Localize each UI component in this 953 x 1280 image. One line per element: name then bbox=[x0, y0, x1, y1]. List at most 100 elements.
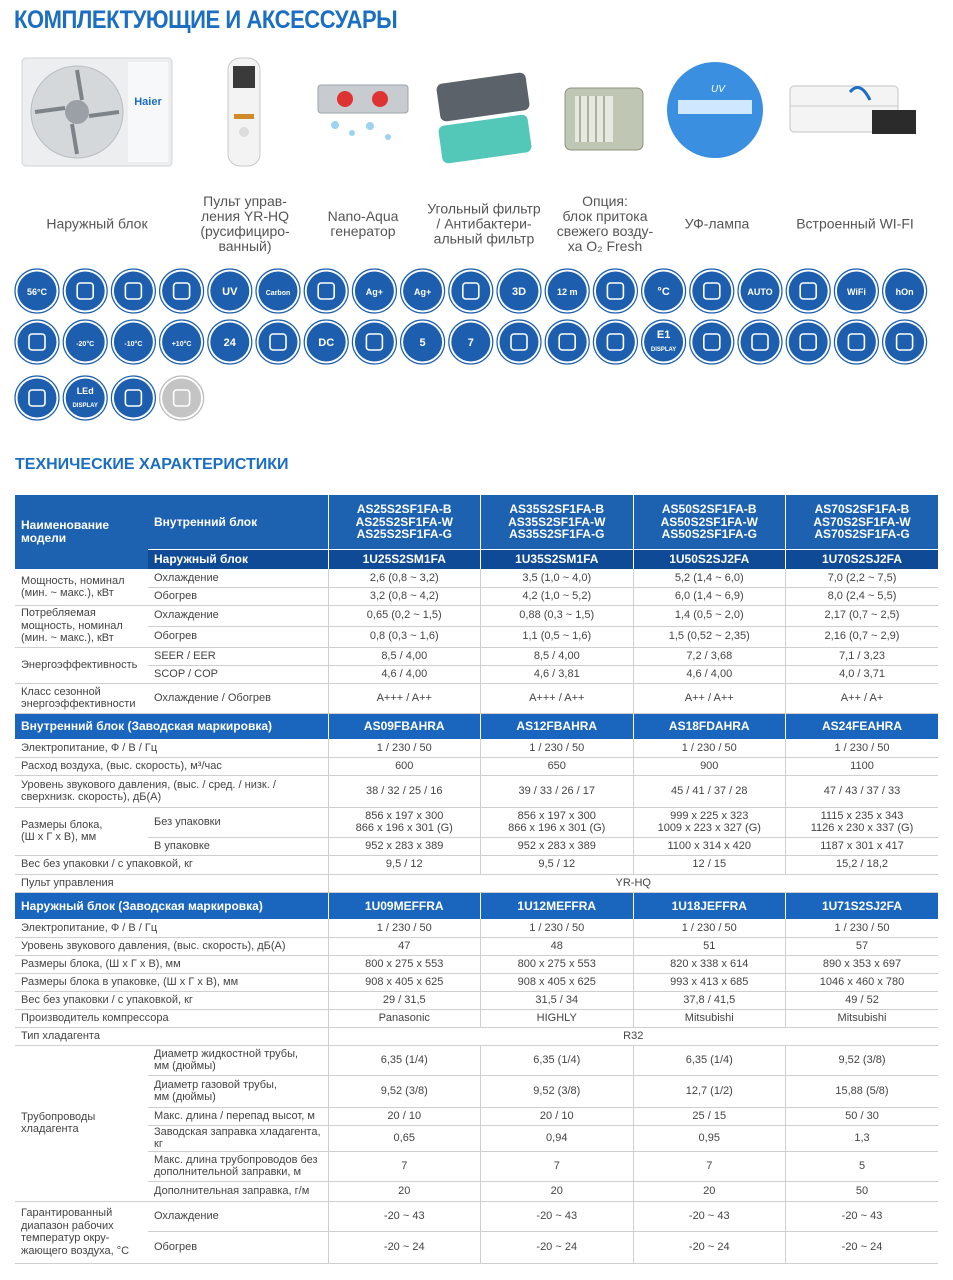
icon-text: Carbon bbox=[266, 290, 291, 297]
feature-icon: 24 bbox=[207, 319, 253, 365]
feature-icon: UV bbox=[207, 268, 253, 314]
table-cell: R32 bbox=[327, 1027, 938, 1046]
accessory-label: Пульт управ- ления YR-HQ (русифициро- ва… bbox=[200, 193, 290, 254]
table-row: Наружный блок 1U25S2SM1FA 1U35S2SM1FA 1U50S… bbox=[15, 549, 938, 569]
table-cell: Размеры блока в упаковке, (Ш х Г х В), м… bbox=[15, 973, 328, 992]
feature-icon bbox=[592, 268, 639, 314]
table-cell: Наружный блок bbox=[148, 549, 328, 569]
feature-icon: DC bbox=[303, 319, 349, 365]
feature-icon bbox=[62, 268, 108, 314]
table-cell: AS12FBAHRA bbox=[480, 713, 633, 739]
table-row: Энергоэффективность SEER / EER 8,5 / 4,00 8… bbox=[15, 647, 938, 684]
feature-icon bbox=[881, 319, 928, 365]
table-cell: Уровень звукового давления, (выс. / сред… bbox=[15, 775, 328, 808]
table-cell: Тип хладагента bbox=[15, 1027, 328, 1046]
table-cell: 20 bbox=[327, 1181, 481, 1202]
table-cell: 5,2 (1,4 ~ 6,0) bbox=[632, 569, 786, 588]
table-cell: 1U35S2SM1FA bbox=[480, 549, 633, 569]
table-cell: -20 ~ 24 bbox=[632, 1231, 786, 1264]
uv-text: UV bbox=[711, 84, 726, 95]
table-cell: -20 ~ 24 bbox=[327, 1231, 481, 1264]
table-row: В упаковке 952 x 283 x 389 952 x 283 x 389… bbox=[15, 837, 938, 856]
table-cell: 952 x 283 x 389 bbox=[327, 837, 481, 856]
table-cell: Мощность, номинал (мин. ~ макс.), кВт bbox=[15, 569, 148, 606]
icon-text: 56°C bbox=[27, 287, 48, 297]
table-row: Дополнительная заправка, г/м 20 20 20 50 bbox=[15, 1181, 938, 1202]
table-cell: 2,6 (0,8 ~ 3,2) bbox=[327, 569, 481, 588]
uv-lamp-image: UV bbox=[667, 62, 763, 158]
table-cell: AS50S2SF1FA-B AS50S2SF1FA-W AS50S2SF1FA-… bbox=[632, 495, 786, 550]
table-cell: 890 x 353 x 697 bbox=[785, 955, 938, 974]
feature-icon bbox=[785, 268, 831, 314]
table-cell: YR-HQ bbox=[327, 874, 938, 893]
table-cell: 12,7 (1/2) bbox=[632, 1075, 786, 1108]
table-cell: 1U18JEFFRA bbox=[632, 892, 786, 919]
table-cell: 1U12MEFFRA bbox=[480, 892, 633, 919]
icon-disc bbox=[595, 322, 635, 362]
fresh-air-image bbox=[564, 87, 644, 151]
table-cell: Размеры блока, (Ш х Г х В), мм bbox=[15, 807, 148, 856]
table-cell: 1100 x 314 x 420 bbox=[632, 837, 786, 856]
icon-disc bbox=[210, 271, 250, 311]
table-cell: 900 bbox=[632, 757, 786, 776]
table-row: Гарантированный диапазон рабочих темпера… bbox=[15, 1201, 938, 1264]
table-cell: 0,65 (0,2 ~ 1,5) bbox=[327, 605, 481, 627]
feature-icon: LEd DISPLAY bbox=[62, 375, 108, 421]
wifi-module-image bbox=[789, 85, 916, 134]
table-cell: 1U25S2SM1FA bbox=[327, 549, 481, 569]
table-cell: 1 / 230 / 50 bbox=[480, 919, 633, 938]
feature-icon: E1 DISPLAY bbox=[640, 319, 687, 365]
table-cell: Гарантированный диапазон рабочих темпера… bbox=[15, 1201, 148, 1264]
icon-text: hOn bbox=[896, 287, 914, 297]
table-cell: Наименование модели bbox=[15, 495, 148, 570]
icon-disc bbox=[740, 322, 780, 362]
table-row: Размеры блока, (Ш х Г х В), мм Без упаков… bbox=[15, 807, 938, 856]
table-cell: 4,6 / 4,00 bbox=[632, 665, 786, 684]
table-cell: Производитель компрессора bbox=[15, 1009, 328, 1028]
table-cell: 1,3 bbox=[785, 1125, 938, 1152]
table-cell: Класс сезонной энергоэффективности bbox=[15, 683, 148, 714]
table-cell: 856 x 197 x 300 866 x 196 x 301 (G) bbox=[480, 807, 633, 838]
icon-disc bbox=[162, 271, 202, 311]
feature-icon bbox=[351, 319, 397, 365]
icon-text: DC bbox=[318, 337, 334, 349]
table-cell: 800 x 275 x 553 bbox=[327, 955, 481, 974]
table-cell: 45 / 41 / 37 / 28 bbox=[632, 775, 786, 808]
table-cell: Пульт управления bbox=[15, 874, 328, 893]
table-cell: Макс. длина / перепад высот, м bbox=[148, 1107, 328, 1126]
table-cell: 9,52 (3/8) bbox=[480, 1075, 633, 1108]
icon-disc bbox=[210, 322, 250, 362]
icon-glyph bbox=[751, 333, 769, 351]
table-cell: 6,35 (1/4) bbox=[327, 1045, 481, 1076]
table-cell: Потребляемая мощность, номинал (мин. ~ м… bbox=[15, 605, 148, 648]
table-cell: 7,1 / 3,23 bbox=[785, 647, 938, 666]
spec-table: Наименование модели Внутренний блок AS25S2… bbox=[15, 495, 938, 1264]
icon-text: -10°C bbox=[124, 340, 142, 348]
table-cell: 1046 x 460 x 780 bbox=[785, 973, 938, 992]
table-cell: Электропитание, Ф / В / Гц bbox=[15, 919, 328, 938]
table-row: Размеры блока в упаковке, (Ш х Г х В), м… bbox=[15, 973, 938, 992]
table-row: Потребляемая мощность, номинал (мин. ~ м… bbox=[15, 605, 938, 648]
table-cell: 1 / 230 / 50 bbox=[785, 919, 938, 938]
accessory-label: Встроенный WI-FI bbox=[796, 215, 914, 232]
table-cell: 3,2 (0,8 ~ 4,2) bbox=[327, 587, 481, 606]
table-cell: 50 bbox=[785, 1181, 938, 1202]
icon-disc bbox=[113, 322, 153, 362]
accessory-label: УФ-лампа bbox=[684, 215, 750, 232]
icon-disc bbox=[499, 271, 539, 311]
brand-text: Haier bbox=[134, 96, 162, 108]
icon-disc bbox=[451, 322, 491, 362]
table-cell: 1187 x 301 x 417 bbox=[785, 837, 938, 856]
icon-text: AUTO bbox=[747, 287, 772, 297]
feature-icons: 56°C UV Carbon Ag+ Ag+ 3D 12 m °C AUTO WiFi hOn -20… bbox=[14, 268, 928, 421]
table-cell: 4,6 / 3,81 bbox=[480, 665, 633, 684]
accessory-images: Haier UV bbox=[21, 57, 916, 167]
table-cell: В упаковке bbox=[148, 837, 328, 856]
icon-disc bbox=[306, 322, 346, 362]
table-cell: Электропитание, Ф / В / Гц bbox=[15, 739, 328, 758]
table-row: Внутренний блок (Заводская маркировка) AS… bbox=[15, 713, 938, 739]
icon-text: E1 bbox=[657, 329, 670, 341]
icon-text: 24 bbox=[224, 337, 237, 349]
icon-glyph bbox=[510, 333, 528, 351]
table-cell: 29 / 31,5 bbox=[327, 991, 481, 1010]
